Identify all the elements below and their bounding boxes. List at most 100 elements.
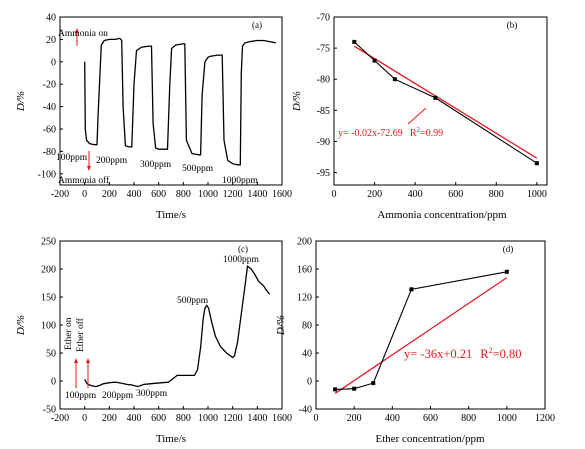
panel-a-y-tick-label: -20 [43,80,56,91]
panel-b-x-tick-label: 400 [408,189,423,200]
panel-d-y-tick-label: -40 [299,405,312,416]
panel-b-fit-equation: y= -0.02x-72.69 R2=0.99 [338,126,443,139]
panel-b-data-point [372,58,377,63]
panel-a-y-tick-label: 0 [51,57,56,68]
panel-b-ticks: 0 200 400 600 800 1000 -70 -75 -80 -85 -90 -95 [317,13,547,201]
panel-a-plot-frame [59,16,283,186]
panel-a-label: (a) [252,20,262,30]
panel-b-x-tick-label: 200 [367,189,382,200]
panel-b-r2-value: =0.99 [420,128,443,139]
panel-d-x-tick-label: 200 [347,413,362,424]
panel-d-y-tick-label: 200 [297,237,312,248]
panel-c-x-tick-label: 1400 [247,413,267,424]
annotation-a-500ppm: 500ppm [182,164,214,174]
panel-a-x-tick-label: 1000 [198,189,218,200]
annotation-c-200ppm: 200ppm [102,391,134,401]
ammonia-off-arrowhead [87,166,91,171]
annotation-ether-on: Ether on [64,317,74,350]
panel-b-equation-text: y= -0.02x-72.69 [338,128,403,139]
panel-c-xlabel: Time/s [156,433,186,445]
panel-d-y-tick-label: 120 [297,293,312,304]
panel-b-x-tick-label: 1000 [527,189,547,200]
panel-d-y-tick-label: 160 [297,265,312,276]
annotation-ether-off: Ether off [75,317,86,352]
panel-b-equation-pointer [407,107,427,125]
panel-d-x-tick-label: 800 [461,413,476,424]
panel-c-x-tick-label: 800 [176,413,191,424]
panel-b-y-tick-label: -85 [317,106,330,117]
panel-d-data-point [333,387,338,392]
panel-b-data-point [352,39,357,44]
panel-c-x-tick-label: 0 [82,413,87,424]
panel-a-x-tick-label: 1600 [272,189,292,200]
panel-b-x-tick-label: 600 [448,189,463,200]
panel-d-fit-line [334,277,508,395]
panel-a: -200 0 200 400 600 800 1000 1200 1400 160040200-2… [15,13,292,222]
panel-d-x-tick-label: 0 [314,413,319,424]
panel-a-xlabel: Time/s [156,209,186,221]
panel-c-y-tick-label: 0 [51,377,56,388]
panel-c-x-tick-label: -200 [51,413,69,424]
panel-a-y-tick-label: -80 [43,147,56,158]
panel-b-x-tick-label: 0 [332,189,337,200]
panel-d-y-tick-label: 40 [302,349,312,360]
panel-c-y-tick-label: 150 [41,293,56,304]
panel-c-x-tick-label: 1000 [198,413,218,424]
panel-c-x-tick-label: 200 [102,413,117,424]
panel-a-x-tick-label: -200 [51,189,69,200]
panel-d-equation-text: y= -36x+0.21 [404,347,472,361]
panel-c-x-tick-label: 1600 [272,413,292,424]
panel-a-x-tick-label: 1400 [247,189,267,200]
panel-b-y-tick-label: -75 [317,44,330,55]
panel-d-points [333,269,509,392]
panel-d-r2-value: =0.80 [493,347,522,361]
panel-c-ylabel: D/% [15,315,27,336]
panel-a-x-tick-label: 1200 [223,189,243,200]
panel-a-x-tick-label: 200 [102,189,117,200]
panel-d-series-line [335,271,507,390]
panel-d-r2-prefix: R [480,347,489,361]
panel-b-fit-line [353,45,538,159]
panel-b-data-point [433,95,438,100]
panel-a-y-tick-label: -60 [43,125,56,136]
panel-b-xlabel: Ammonia concentration/ppm [377,209,507,221]
panel-c-y-tick-label: 50 [46,349,56,360]
panel-c-plot-frame [59,240,283,410]
panel-a-x-tick-label: 0 [82,189,87,200]
panel-b-plot-frame [333,16,548,186]
panel-a-y-tick-label: -40 [43,102,56,113]
panel-b: 0 200 400 600 800 1000-70-75-80-85-90-95 (b) … [291,13,548,221]
panel-a-y-tick-label: 40 [46,13,56,24]
panel-c: -200 0 200 400 600 800 1000 1200 1400 16002502001… [15,237,292,446]
panel-c-x-tick-label: 600 [151,413,166,424]
panel-c-x-tick-label: 400 [127,413,142,424]
panel-d-x-tick-label: 400 [385,413,400,424]
panel-d-y-tick-label: 80 [302,321,312,332]
panel-c-y-tick-label: 200 [41,265,56,276]
annotation-a-300ppm: 300ppm [140,160,172,170]
panel-b-y-tick-label: -70 [317,13,330,24]
panel-a-x-tick-label: 600 [151,189,166,200]
panel-c-y-tick-label: -50 [43,405,56,416]
panel-b-data-point [534,161,539,166]
panel-a-ylabel: D/% [15,91,27,112]
panel-b-r2-sup: 2 [416,126,420,134]
panel-d-x-tick-label: 1200 [535,413,555,424]
panel-a-series-line [84,37,276,166]
panel-b-r2-prefix: R [410,128,417,139]
panel-c-y-tick-label: 100 [41,321,56,332]
annotation-c-100ppm: 100ppm [65,391,97,401]
panel-a-y-tick-label: 20 [46,35,56,46]
panel-d-data-point [504,269,509,274]
panel-c-x-tick-label: 1200 [223,413,243,424]
annotation-a-200ppm: 200ppm [96,156,128,166]
ammonia-on-arrowhead [75,28,79,33]
panel-b-y-tick-label: -90 [317,137,330,148]
annotation-c-300ppm: 300ppm [136,389,168,399]
panel-b-ylabel: D/% [291,91,303,112]
annotation-c-500ppm: 500ppm [177,296,209,306]
panel-c-series-line [84,265,271,388]
panel-d-y-tick-label: 0 [307,377,312,388]
